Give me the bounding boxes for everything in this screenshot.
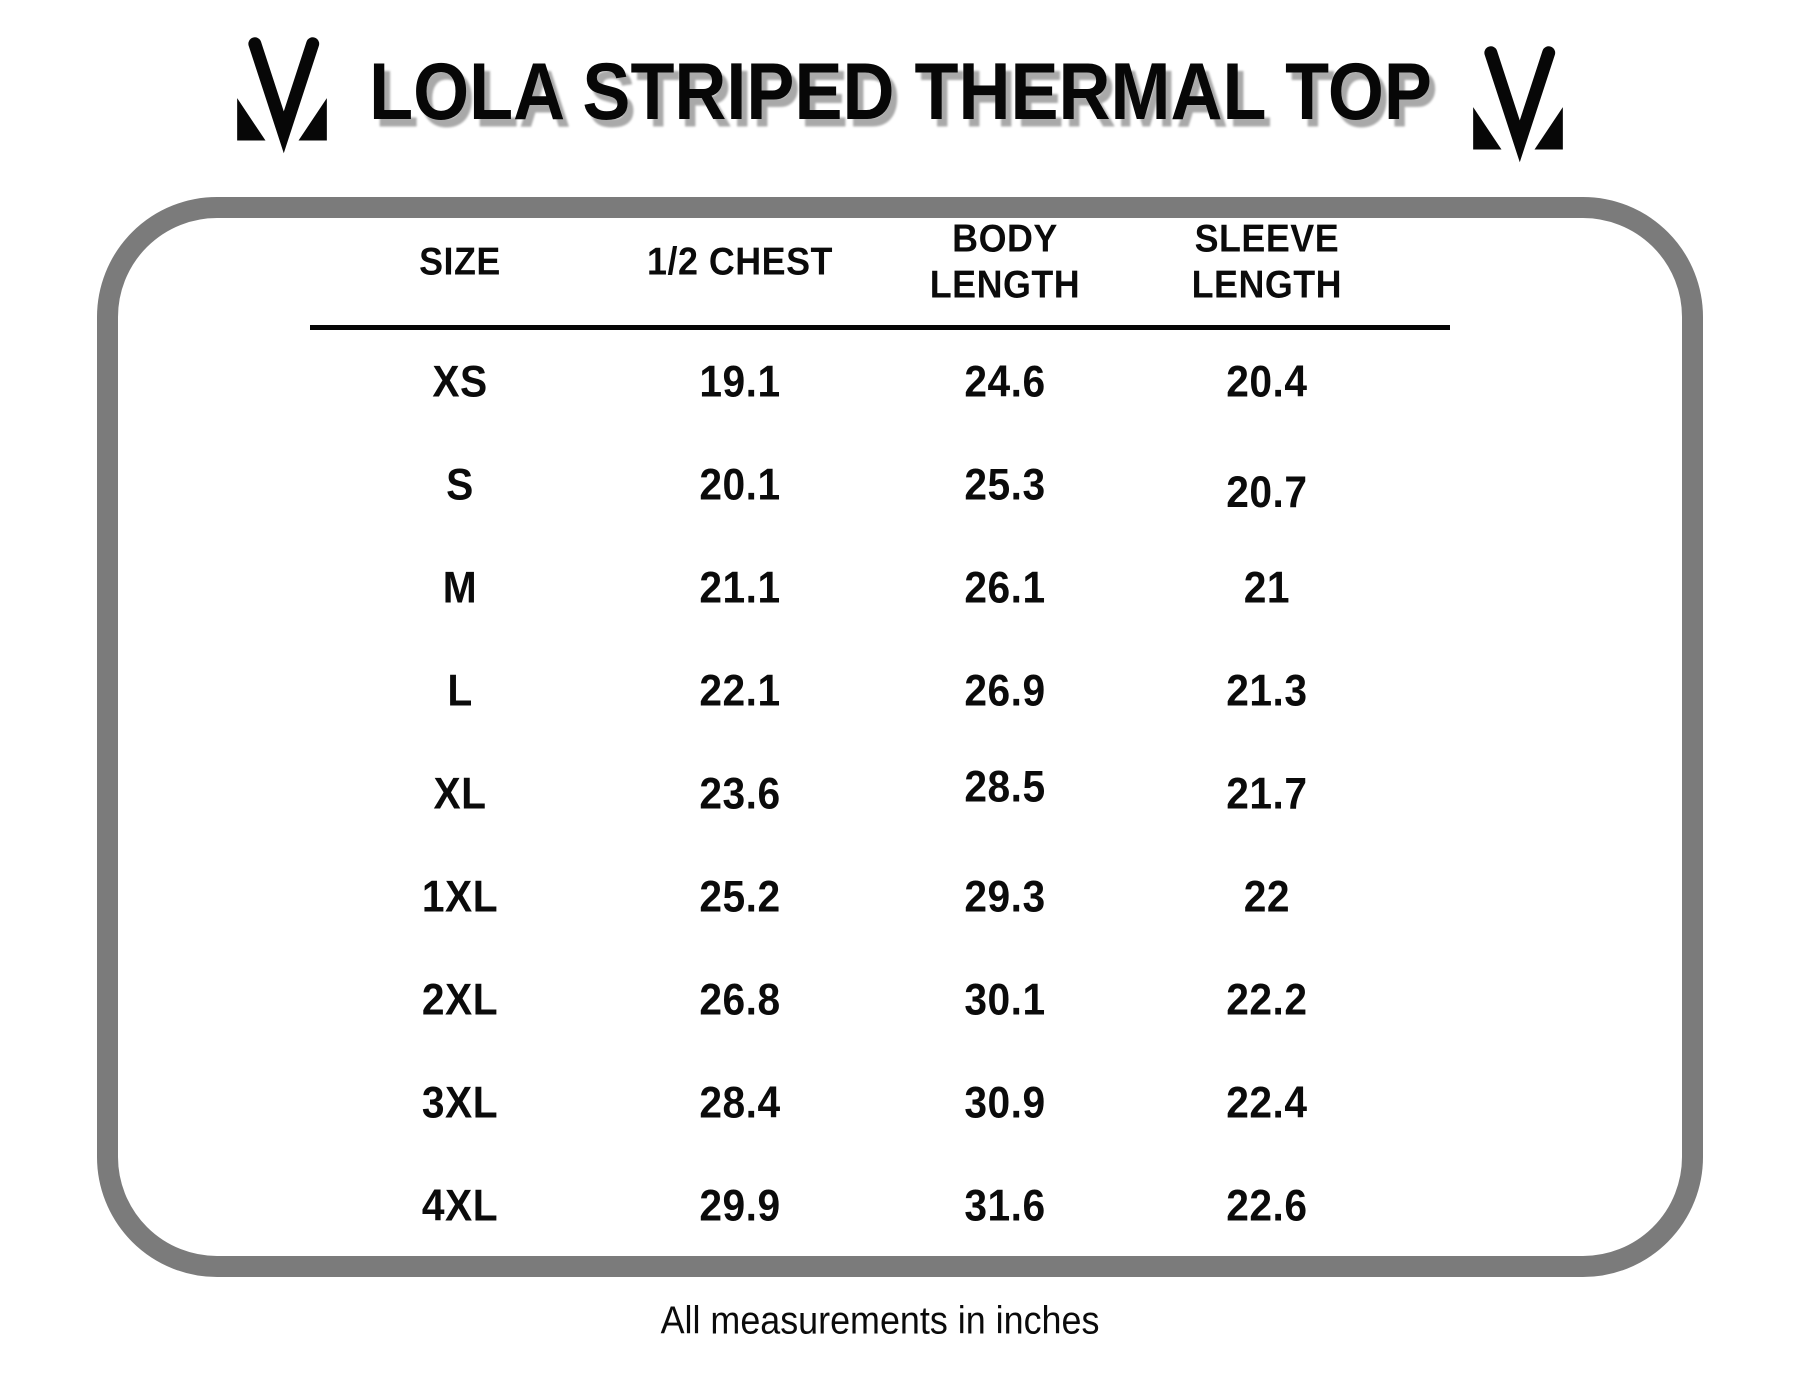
sleeve-length-cell: 22.4 <box>1226 1077 1308 1127</box>
column-header-half-chest: 1/2 CHEST <box>647 240 833 284</box>
half-chest-cell: 21.1 <box>699 562 781 612</box>
brand-m-logo-icon <box>1459 36 1577 164</box>
body-length-cell: 25.3 <box>964 459 1046 509</box>
size-cell: S <box>446 459 474 509</box>
chart-frame <box>97 197 1703 1277</box>
body-length-cell: 24.6 <box>964 356 1046 406</box>
half-chest-cell: 22.1 <box>699 665 781 715</box>
size-cell: 4XL <box>421 1180 499 1230</box>
body-length-cell: 29.3 <box>964 871 1046 921</box>
column-header-size: SIZE <box>419 240 501 284</box>
size-cell: L <box>447 665 473 715</box>
half-chest-cell: 26.8 <box>699 974 781 1024</box>
body-length-cell: 28.5 <box>964 760 1046 811</box>
table-header-rule <box>310 325 1450 330</box>
size-cell: XL <box>433 768 487 818</box>
size-cell: XS <box>432 356 488 406</box>
measurement-units-note: All measurements in inches <box>660 1298 1100 1342</box>
half-chest-cell: 25.2 <box>699 871 781 921</box>
size-chart-table: SIZE 1/2 CHEST BODY LENGTH SLEEVE LENGTH… <box>310 205 1450 1257</box>
body-length-cell: 31.6 <box>964 1180 1046 1230</box>
sleeve-length-cell: 20.4 <box>1226 356 1308 406</box>
column-header-sleeve-length: SLEEVE LENGTH <box>1191 217 1343 307</box>
sleeve-length-cell: 22 <box>1243 871 1291 921</box>
brand-m-logo-icon <box>223 27 341 155</box>
half-chest-cell: 23.6 <box>699 768 781 818</box>
body-length-cell: 30.1 <box>964 974 1046 1024</box>
size-cell: 2XL <box>421 974 499 1024</box>
sleeve-length-cell: 22.6 <box>1226 1180 1308 1230</box>
body-length-cell: 26.1 <box>964 562 1046 612</box>
sleeve-length-cell: 21.3 <box>1226 665 1308 715</box>
body-length-cell: 30.9 <box>964 1077 1046 1127</box>
half-chest-cell: 19.1 <box>699 356 781 406</box>
size-cell: M <box>442 562 478 612</box>
page-title: LOLA STRIPED THERMAL TOP <box>368 45 1432 137</box>
half-chest-cell: 20.1 <box>699 459 781 509</box>
half-chest-cell: 29.9 <box>699 1180 781 1230</box>
half-chest-cell: 28.4 <box>699 1077 781 1127</box>
column-header-body-length: BODY LENGTH <box>929 217 1081 307</box>
sleeve-length-cell: 22.2 <box>1226 974 1308 1024</box>
size-cell: 3XL <box>421 1077 499 1127</box>
sleeve-length-cell: 20.7 <box>1226 466 1308 516</box>
body-length-cell: 26.9 <box>964 665 1046 715</box>
sleeve-length-cell: 21.7 <box>1226 768 1308 818</box>
brand-header: LOLA STRIPED THERMAL TOP <box>0 18 1800 164</box>
sleeve-length-cell: 21 <box>1243 562 1291 612</box>
size-cell: 1XL <box>421 871 499 921</box>
